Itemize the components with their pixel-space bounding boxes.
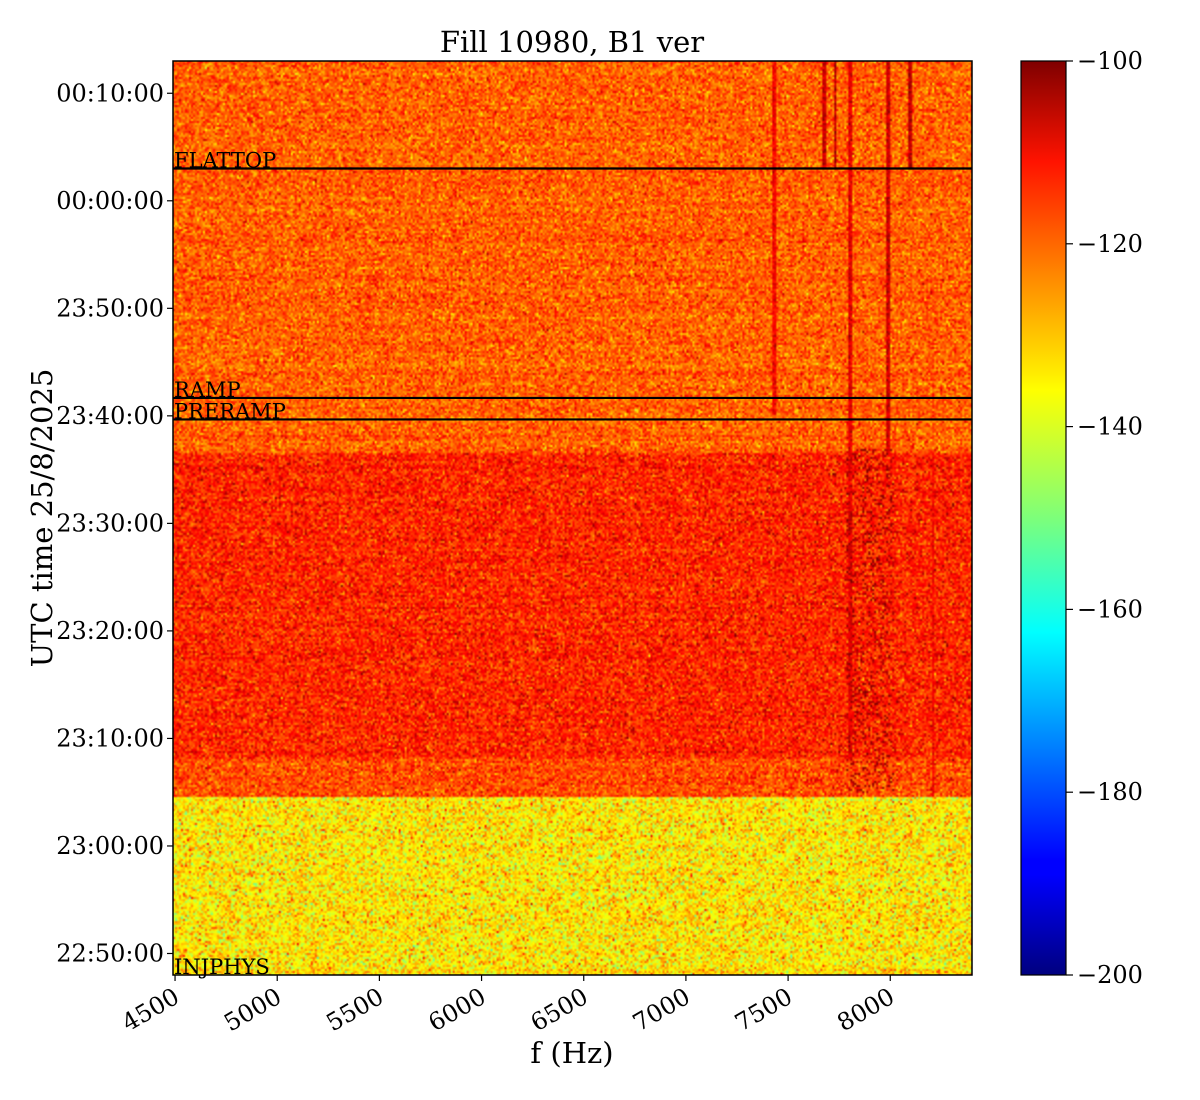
colorbar-ticks: −200 −180 −160 −140 −120 −100 [1066, 47, 1143, 989]
x-tick-label: 5500 [321, 982, 388, 1037]
colorbar-tick-label: −180 [1077, 778, 1143, 806]
y-tick-label: 23:10:00 [56, 724, 164, 752]
heatmap-image [173, 61, 972, 975]
y-tick-label: 00:10:00 [56, 79, 164, 107]
colorbar-tick-label: −100 [1077, 47, 1143, 75]
colorbar-tick-label: −160 [1077, 595, 1143, 623]
x-tick-label: 8000 [832, 982, 899, 1037]
phase-label: FLATTOP [174, 149, 276, 173]
colorbar-gradient [1020, 60, 1067, 976]
y-tick-label: 00:00:00 [56, 187, 164, 215]
x-tick-label: 6000 [424, 982, 491, 1037]
colorbar: −200 −180 −160 −140 −120 −100 [1020, 47, 1143, 989]
y-tick-label: 23:50:00 [56, 294, 164, 322]
colorbar-tick-label: −120 [1077, 230, 1143, 258]
x-tick-label: 7500 [730, 982, 797, 1037]
x-tick-label: 7000 [628, 982, 695, 1037]
y-axis-label: UTC time 25/8/2025 [25, 369, 59, 668]
y-tick-label: 23:20:00 [56, 617, 164, 645]
phase-label: RAMP [174, 378, 241, 402]
heatmap-area [172, 60, 973, 976]
y-tick-label: 23:40:00 [56, 402, 164, 430]
colorbar-tick-label: −200 [1077, 961, 1143, 989]
plot-frame [172, 60, 973, 976]
phase-label: INJPHYS [174, 955, 270, 979]
y-tick-label: 23:00:00 [56, 832, 164, 860]
x-axis-ticks: 4500 5000 5500 6000 6500 7000 7500 8000 [117, 975, 899, 1037]
x-tick-label: 4500 [117, 982, 184, 1037]
chart-title: Fill 10980, B1 ver [440, 25, 704, 59]
colorbar-tick-label: −140 [1077, 413, 1143, 441]
y-tick-label: 22:50:00 [56, 939, 164, 967]
y-axis-ticks: 22:50:00 23:00:00 23:10:00 23:20:00 23:30:00… [56, 79, 173, 967]
x-tick-label: 6500 [526, 982, 593, 1037]
phase-label: PRERAMP [174, 399, 286, 423]
y-tick-label: 23:30:00 [56, 509, 164, 537]
x-axis-label: f (Hz) [530, 1036, 613, 1070]
x-tick-label: 5000 [219, 982, 286, 1037]
